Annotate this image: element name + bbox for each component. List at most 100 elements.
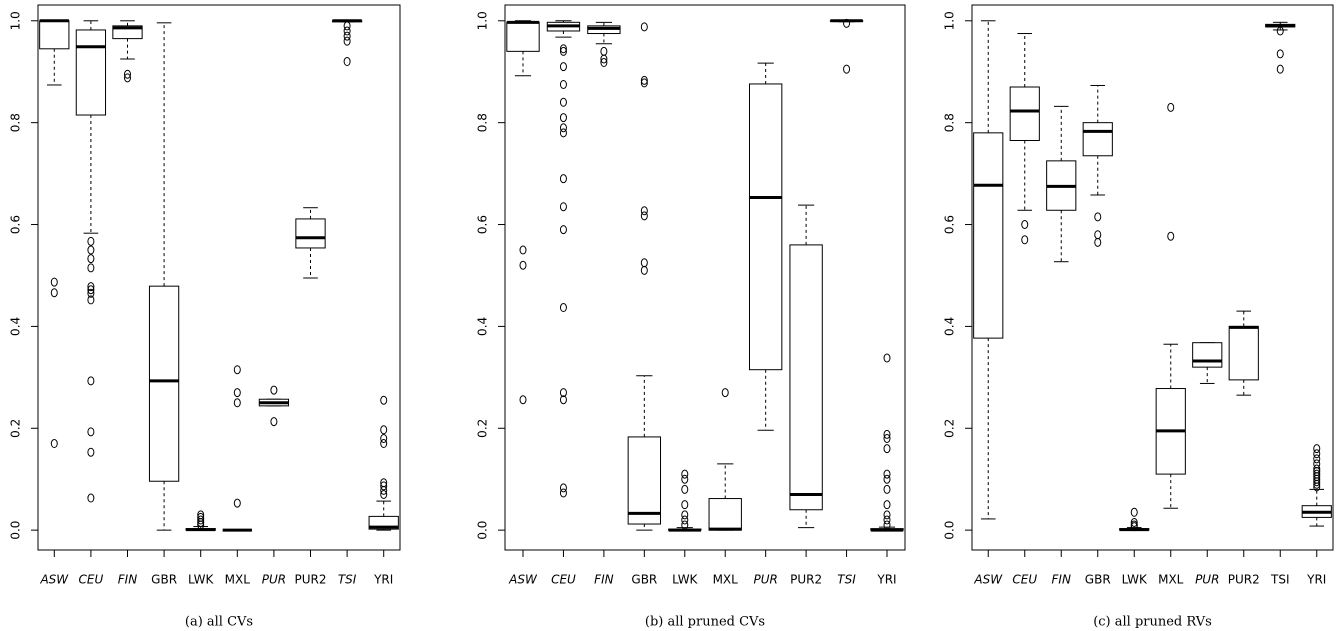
x-tick-label: YRI xyxy=(876,573,896,587)
outlier xyxy=(380,439,388,449)
y-tick-label: 0.8 xyxy=(9,113,23,132)
outlier xyxy=(1094,230,1102,240)
y-tick-label: 0.4 xyxy=(9,317,23,336)
outlier xyxy=(640,265,648,275)
outlier xyxy=(123,73,131,83)
outlier xyxy=(681,474,689,484)
outlier xyxy=(50,288,58,298)
box xyxy=(789,244,823,511)
box xyxy=(708,498,742,531)
outlier xyxy=(883,500,891,510)
x-tick-label: PUR2 xyxy=(295,573,327,587)
y-tick-label: 0.6 xyxy=(9,215,23,234)
x-tick-label: FIN xyxy=(594,573,613,587)
box xyxy=(1192,342,1223,368)
panel: 0.0 0.2 0.4 0.6 0.8 1.0 ASW CEU FIN GBR LWK MXL PUR P… xyxy=(476,4,906,630)
x-tick-label: YRI xyxy=(1306,573,1326,587)
outlier xyxy=(559,123,567,133)
outlier xyxy=(843,18,851,28)
outlier xyxy=(883,444,891,454)
outlier xyxy=(721,388,729,398)
outlier xyxy=(883,469,891,479)
outlier xyxy=(600,46,608,56)
outlier xyxy=(883,474,891,484)
outlier xyxy=(197,510,205,520)
outlier xyxy=(559,202,567,212)
y-tick-label: 0.0 xyxy=(9,521,23,540)
outlier xyxy=(681,469,689,479)
outlier xyxy=(87,295,95,305)
outlier xyxy=(883,429,891,439)
outlier xyxy=(559,174,567,184)
outlier xyxy=(87,288,95,298)
outlier xyxy=(883,353,891,363)
outlier xyxy=(559,483,567,493)
outlier xyxy=(883,510,891,520)
box xyxy=(748,83,783,371)
outlier xyxy=(559,46,567,56)
y-tick-label: 0.0 xyxy=(943,521,957,540)
outlier xyxy=(600,58,608,68)
outlier xyxy=(519,245,527,255)
box xyxy=(973,132,1004,339)
y-tick-label: 1.0 xyxy=(943,11,957,30)
outlier xyxy=(843,64,851,74)
box xyxy=(39,20,70,50)
outlier xyxy=(600,54,608,64)
outlier xyxy=(87,285,95,295)
x-tick-label: MXL xyxy=(1158,573,1184,587)
outlier xyxy=(681,520,689,530)
y-tick-label: 0.0 xyxy=(476,521,490,540)
panel: 0.0 0.2 0.4 0.6 0.8 1.0 ASW CEU FIN GBR LWK MXL PUR P… xyxy=(9,4,401,630)
x-tick-label: PUR2 xyxy=(790,573,822,587)
outlier xyxy=(1276,26,1284,36)
outlier xyxy=(519,395,527,405)
outlier xyxy=(559,79,567,89)
outlier xyxy=(640,22,648,32)
outlier xyxy=(1130,522,1138,532)
outlier xyxy=(1167,231,1175,241)
x-tick-label: GBR xyxy=(151,573,177,587)
outlier xyxy=(1094,237,1102,247)
outlier xyxy=(123,69,131,79)
outlier xyxy=(270,417,278,427)
y-tick-label: 0.2 xyxy=(943,419,957,438)
outlier xyxy=(1313,449,1321,459)
outlier xyxy=(883,520,891,530)
box xyxy=(75,29,107,116)
outlier xyxy=(343,36,351,46)
x-tick-label: MXL xyxy=(713,573,739,587)
caption: (b) all pruned CVs xyxy=(645,615,765,630)
x-tick-label: PUR xyxy=(262,573,286,587)
x-tick-label: CEU xyxy=(1012,573,1037,587)
y-tick-label: 0.4 xyxy=(943,317,957,336)
outlier xyxy=(1276,64,1284,74)
outlier xyxy=(519,260,527,270)
x-tick-label: FIN xyxy=(1052,573,1071,587)
outlier xyxy=(681,510,689,520)
outlier xyxy=(380,481,388,491)
outlier xyxy=(87,493,95,503)
outlier xyxy=(559,488,567,498)
y-tick-label: 0.6 xyxy=(943,215,957,234)
outlier xyxy=(1313,454,1321,464)
x-tick-label: YRI xyxy=(373,573,393,587)
outlier xyxy=(883,515,891,525)
outlier xyxy=(1021,220,1029,230)
outlier xyxy=(270,385,278,395)
outlier xyxy=(343,21,351,31)
x-tick-label: GBR xyxy=(631,573,657,587)
outlier xyxy=(87,447,95,457)
x-tick-label: FIN xyxy=(118,573,137,587)
outlier xyxy=(343,57,351,67)
outlier xyxy=(640,258,648,268)
outlier xyxy=(87,254,95,264)
x-tick-label: ASW xyxy=(39,573,69,587)
x-tick-label: GBR xyxy=(1085,573,1111,587)
outlier xyxy=(1130,507,1138,517)
outlier xyxy=(1313,444,1321,454)
box xyxy=(1228,325,1259,381)
outlier xyxy=(883,433,891,443)
outlier xyxy=(681,515,689,525)
